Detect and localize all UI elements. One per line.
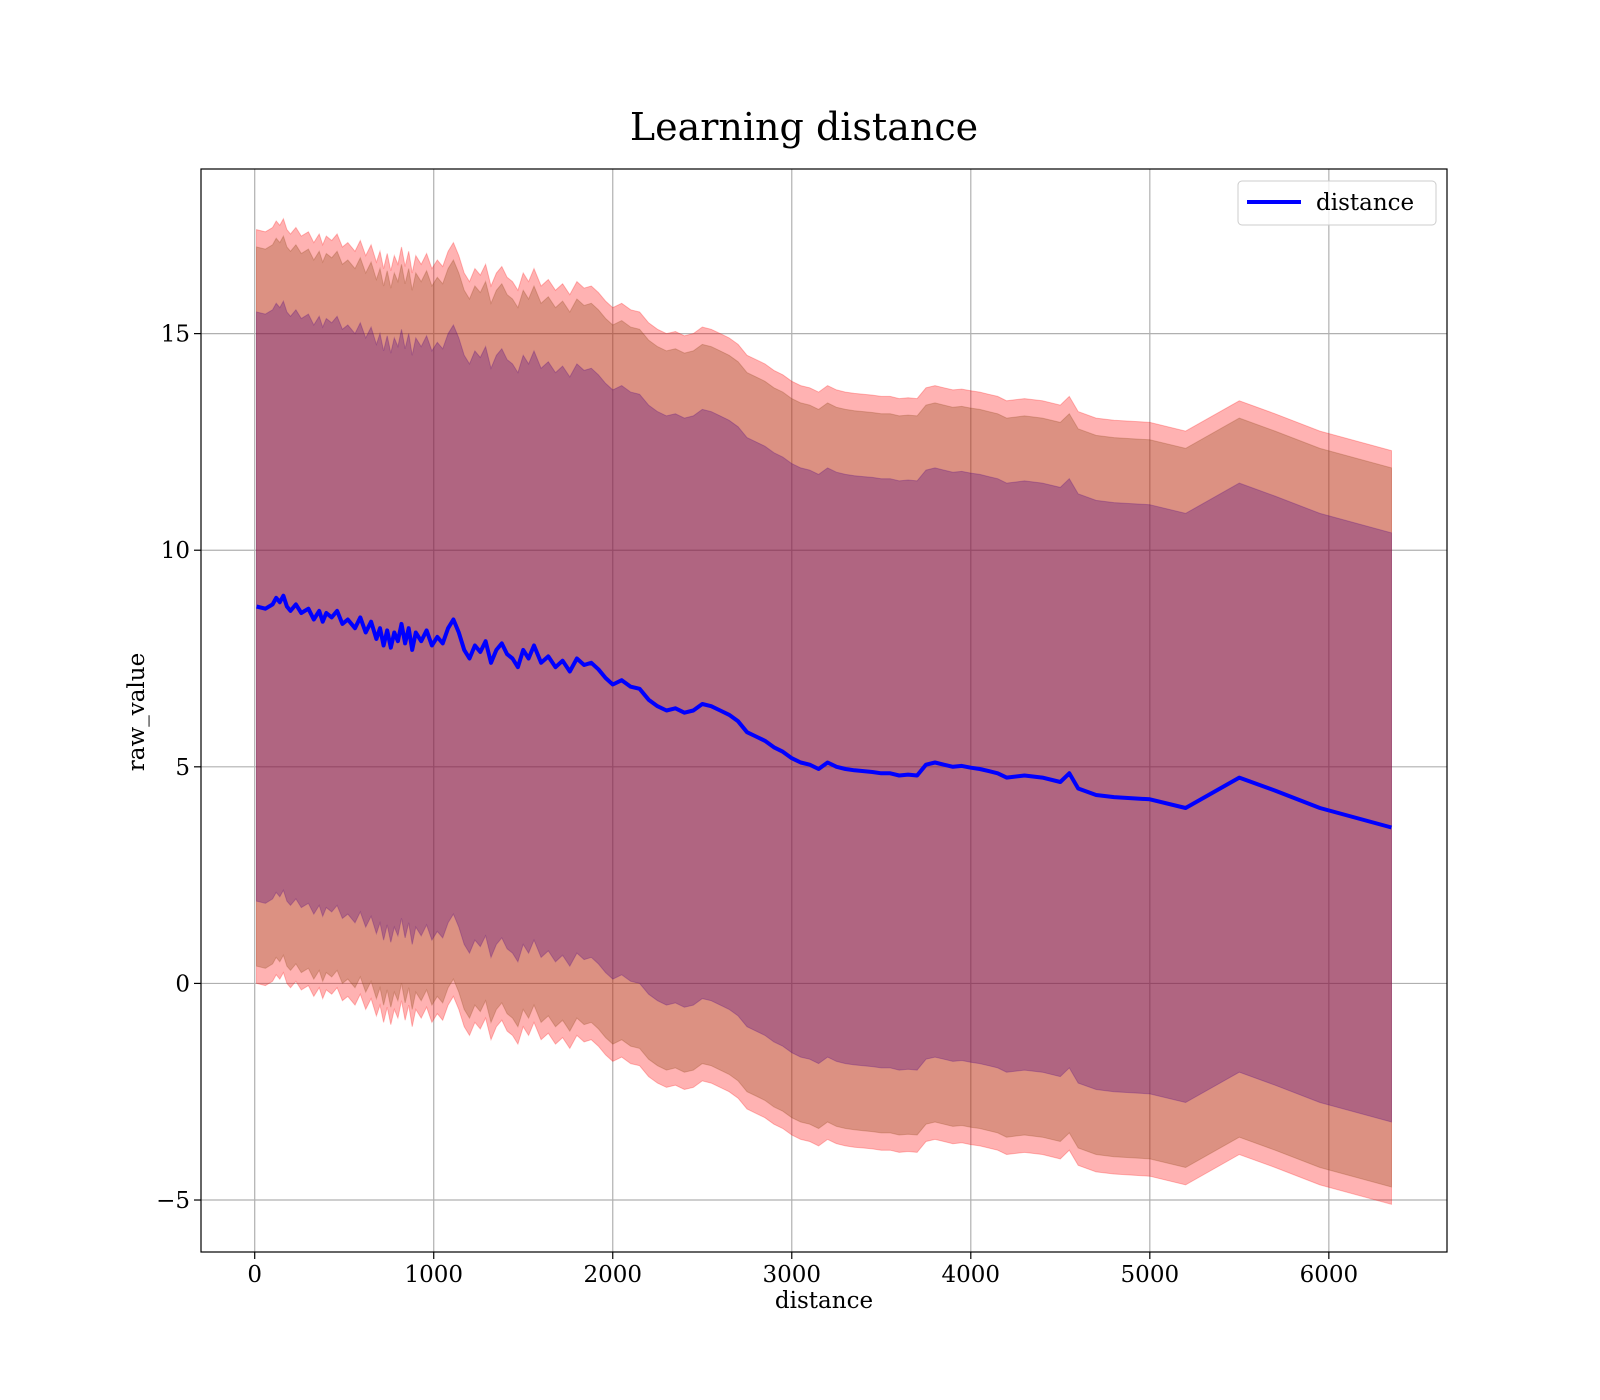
y-tick-label: 0 xyxy=(175,971,190,997)
x-tick-label: 5000 xyxy=(1121,1262,1180,1288)
x-axis-title: distance xyxy=(775,1288,873,1314)
x-tick-label: 4000 xyxy=(942,1262,1001,1288)
legend-distance-label: distance xyxy=(1316,190,1414,216)
x-tick-label: 3000 xyxy=(763,1262,822,1288)
y-tick-label: −5 xyxy=(156,1188,190,1214)
x-tick-label: 6000 xyxy=(1300,1262,1359,1288)
y-tick-label: 15 xyxy=(161,322,190,348)
x-tick-label: 1000 xyxy=(404,1262,463,1288)
legend: distance xyxy=(1238,181,1436,225)
confidence-bands xyxy=(257,219,1392,1205)
y-axis-title: raw_value xyxy=(124,653,150,771)
x-tick-label: 0 xyxy=(247,1262,262,1288)
y-tick-label: 5 xyxy=(175,755,190,781)
y-tick-label: 10 xyxy=(161,538,190,564)
x-tick-label: 2000 xyxy=(583,1262,642,1288)
chart-title: Learning distance xyxy=(630,105,978,149)
